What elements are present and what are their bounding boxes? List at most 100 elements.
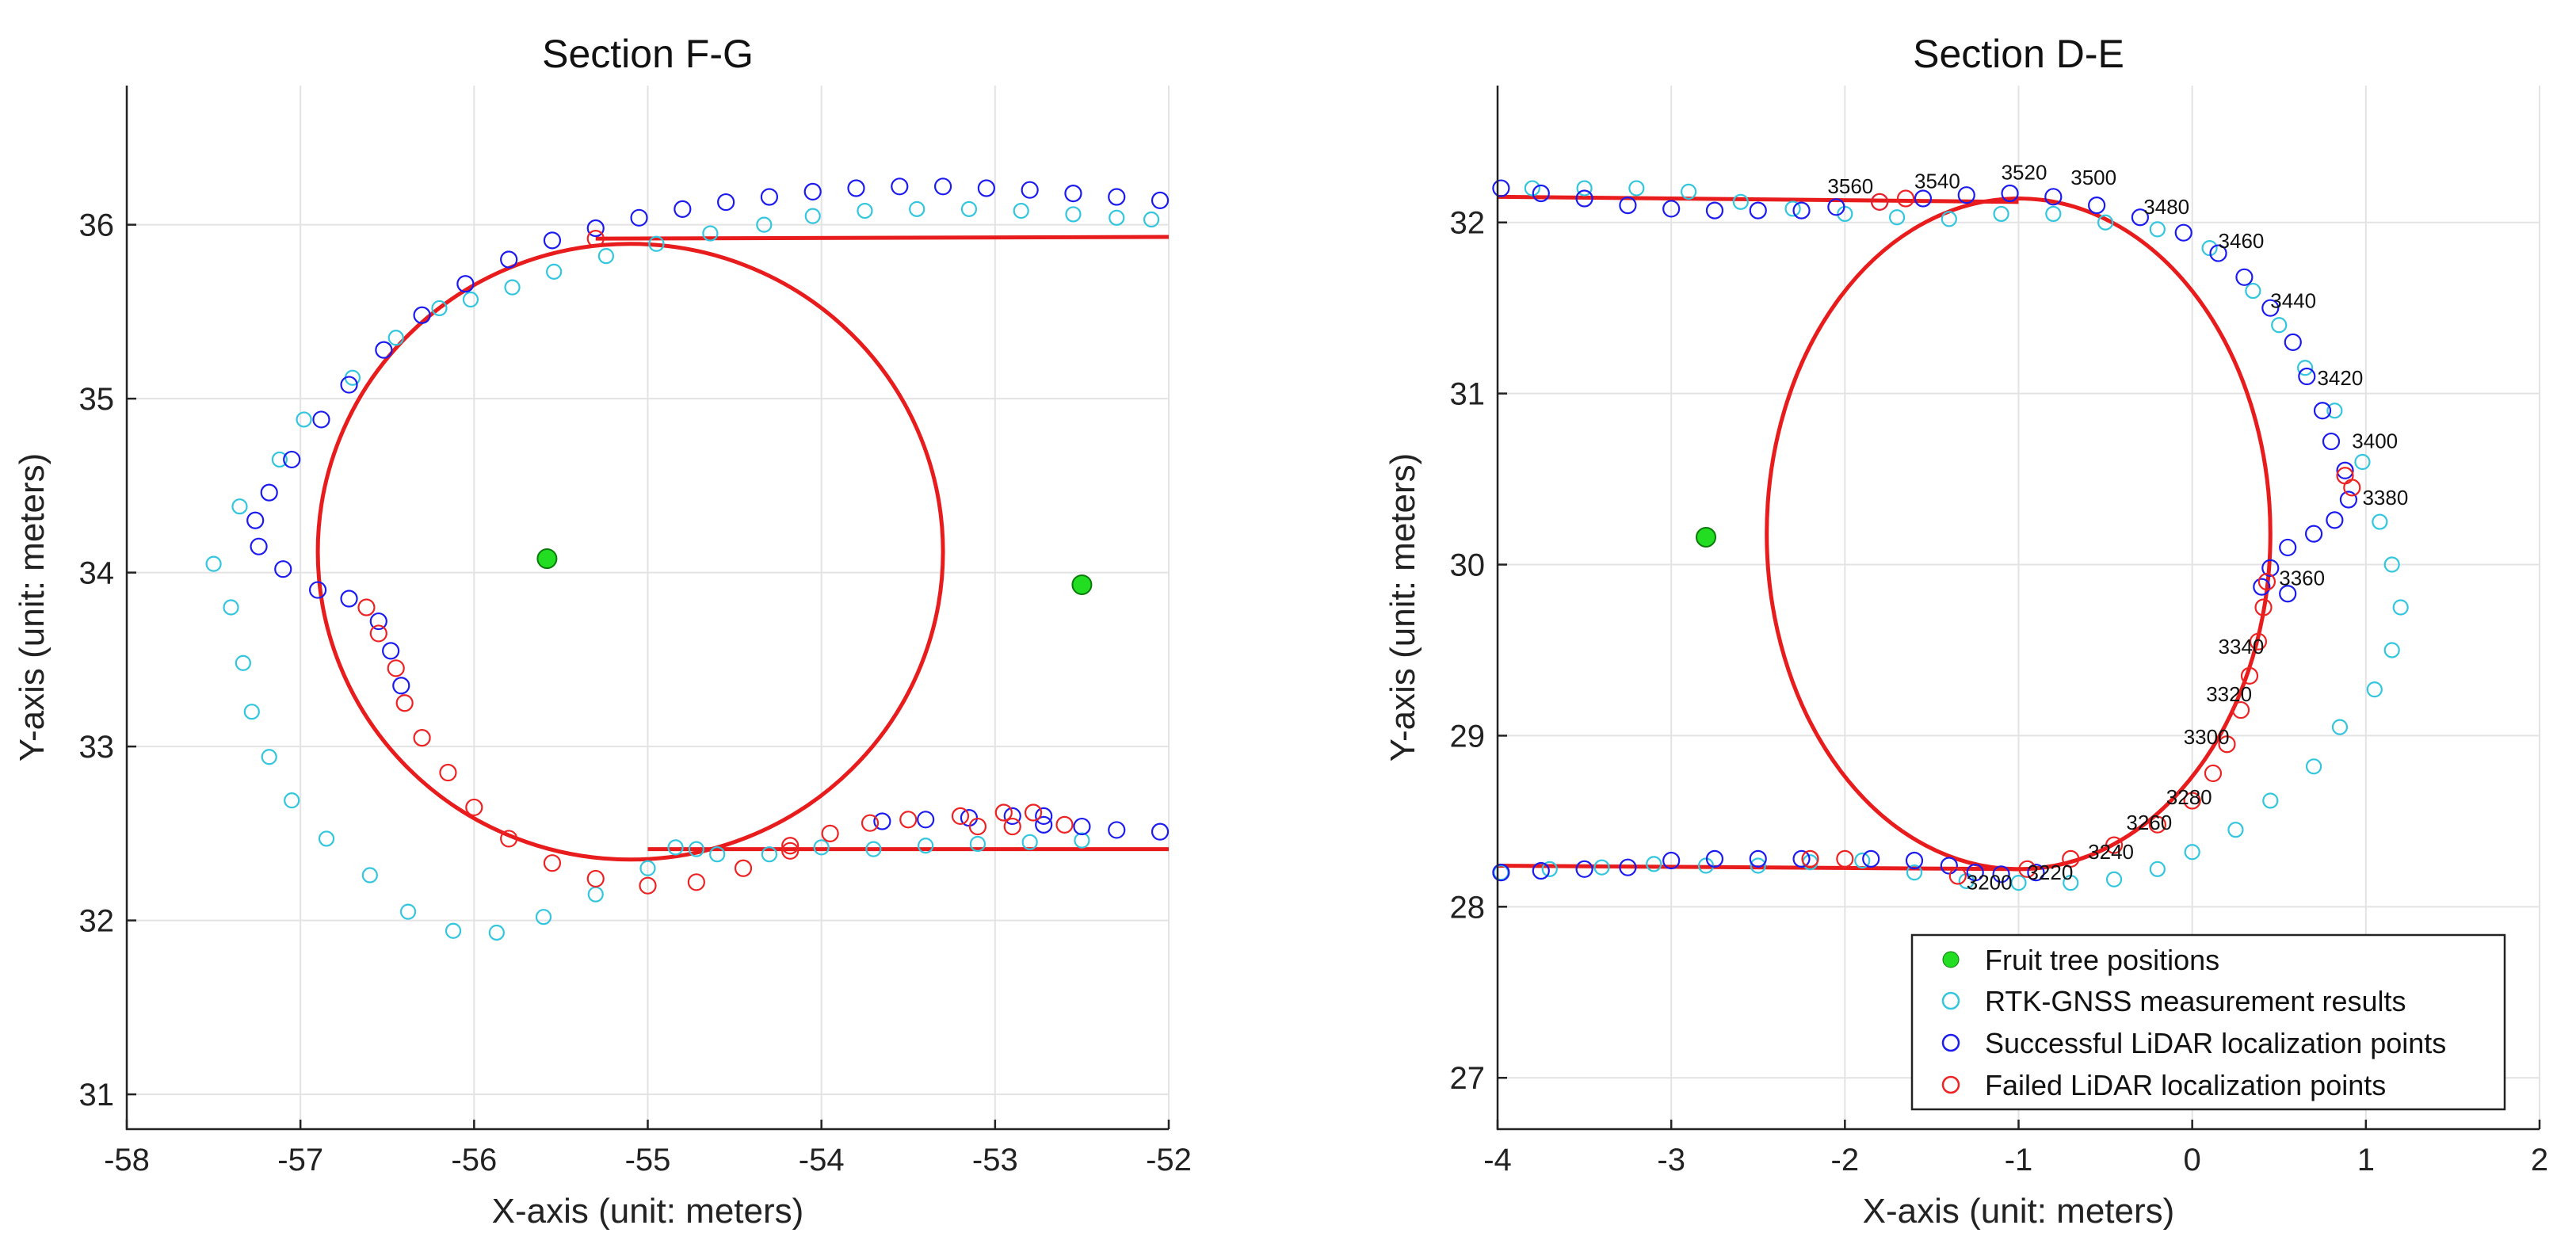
lidar-success-point: [250, 537, 268, 555]
rtk-gnss-point: [504, 279, 521, 296]
lidar-success-point: [382, 642, 400, 660]
point-index-label: 3300: [2184, 725, 2230, 749]
lidar-success-point: [1966, 864, 1984, 882]
lidar-failed-point: [781, 837, 800, 855]
rtk-gnss-point: [1013, 202, 1029, 219]
rtk-gnss-point: [2326, 403, 2343, 419]
lidar-success-point: [2209, 244, 2227, 262]
point-index-label: 3440: [2270, 289, 2316, 313]
rtk-gnss-point: [1065, 206, 1082, 223]
legend-marker-rtk: [1941, 991, 1960, 1010]
rtk-gnss-point: [1732, 193, 1749, 210]
rtk-gnss-point: [2045, 205, 2062, 223]
rtk-gnss-point: [813, 839, 830, 856]
point-index-label: 3460: [2219, 229, 2265, 253]
rtk-gnss-point: [1646, 856, 1662, 872]
rtk-gnss-point: [1784, 200, 1801, 217]
rtk-gnss-point: [546, 263, 563, 280]
lidar-success-point: [2131, 208, 2150, 227]
rtk-gnss-point: [1906, 864, 1923, 881]
rtk-gnss-point: [1021, 834, 1038, 850]
x-tick-label: -4: [1483, 1143, 1512, 1177]
lidar-success-point: [375, 341, 393, 359]
y-axis-label: Y-axis (unit: meters): [13, 453, 52, 762]
lidar-success-point: [630, 208, 648, 227]
lidar-failed-point: [1948, 867, 1967, 885]
rtk-gnss-point: [709, 846, 726, 863]
rtk-gnss-point: [205, 555, 222, 572]
lidar-failed-point: [500, 830, 518, 848]
rtk-gnss-point: [318, 830, 335, 847]
lidar-success-point: [2261, 299, 2280, 317]
rtk-gnss-point: [918, 838, 934, 854]
lidar-success-point: [674, 200, 692, 218]
lidar-failed-point: [1836, 849, 1854, 868]
point-index-label: 3320: [2206, 682, 2252, 706]
lidar-success-point: [1992, 865, 2010, 884]
rtk-gnss-point: [445, 922, 462, 939]
point-index-label: 3420: [2317, 366, 2363, 390]
rtk-gnss-point: [857, 202, 873, 219]
lidar-failed-point: [2148, 815, 2166, 834]
rtk-gnss-point: [2383, 556, 2400, 573]
lidar-failed-point: [2218, 735, 2236, 754]
y-tick-label: 32: [1450, 206, 1486, 241]
rtk-gnss-point: [2097, 214, 2114, 231]
x-tick-label: -54: [799, 1143, 845, 1177]
lidar-success-point: [873, 812, 891, 830]
rtk-gnss-point: [261, 749, 277, 765]
y-tick-label: 29: [1450, 719, 1486, 754]
lidar-failed-point: [1003, 817, 1021, 836]
legend-marker-success: [1941, 1033, 1960, 1052]
rtk-gnss-point: [1993, 205, 2009, 223]
lidar-success-point: [2044, 188, 2063, 206]
rtk-gnss-point: [1888, 209, 1906, 226]
lidar-success-point: [1003, 807, 1021, 826]
lidar-failed-point: [2231, 700, 2250, 719]
lidar-success-point: [312, 410, 330, 429]
rtk-gnss-point: [2149, 221, 2166, 238]
lidar-failed-point: [2018, 860, 2036, 878]
rtk-gnss-point: [231, 498, 248, 515]
lidar-failed-point: [2105, 836, 2124, 854]
chart-title: Section D-E: [1913, 32, 2124, 76]
lidar-success-point: [717, 193, 735, 212]
rtk-gnss-point: [2297, 360, 2314, 376]
x-tick-label: -3: [1657, 1143, 1685, 1177]
lidar-success-point: [586, 219, 605, 238]
lidar-failed-point: [734, 859, 753, 877]
lidar-success-point: [1862, 849, 1880, 868]
point-index-label: 3240: [2088, 840, 2134, 864]
rtk-gnss-point: [2331, 719, 2349, 735]
lidar-success-point: [1575, 189, 1593, 208]
lidar-success-point: [1108, 188, 1126, 206]
lidar-failed-point: [2062, 849, 2080, 868]
lidar-success-point: [456, 275, 475, 293]
rtk-gnss-point: [1750, 857, 1766, 874]
rtk-gnss-point: [960, 200, 978, 217]
rtk-gnss-point: [597, 248, 615, 265]
lidar-failed-point: [413, 729, 431, 747]
lidar-success-point: [1492, 179, 1510, 197]
x-tick-label: -1: [2005, 1143, 2033, 1177]
lidar-success-point: [917, 811, 935, 829]
lidar-failed-point: [821, 824, 839, 842]
point-index-label: 3340: [2219, 635, 2265, 658]
point-index-label: 3380: [2362, 486, 2408, 510]
x-tick-label: 0: [2184, 1143, 2201, 1177]
lidar-failed-point: [2257, 573, 2276, 591]
planned-path-top: [595, 235, 1170, 241]
lidar-success-point: [1151, 822, 1170, 841]
rtk-gnss-point: [2184, 844, 2200, 861]
lidar-failed-point: [586, 230, 605, 248]
legend-marker-failed: [1941, 1075, 1960, 1094]
rtk-gnss-point: [1143, 211, 1160, 228]
rtk-gnss-point: [2105, 871, 2123, 887]
rtk-gnss-point: [1854, 852, 1871, 869]
rtk-gnss-point: [702, 225, 719, 242]
x-axis-label: X-axis (unit: meters): [492, 1192, 804, 1231]
y-tick-label: 31: [79, 1078, 115, 1113]
rtk-gnss-point: [804, 208, 821, 224]
lidar-success-point: [1619, 858, 1637, 876]
rtk-gnss-point: [1109, 209, 1125, 226]
